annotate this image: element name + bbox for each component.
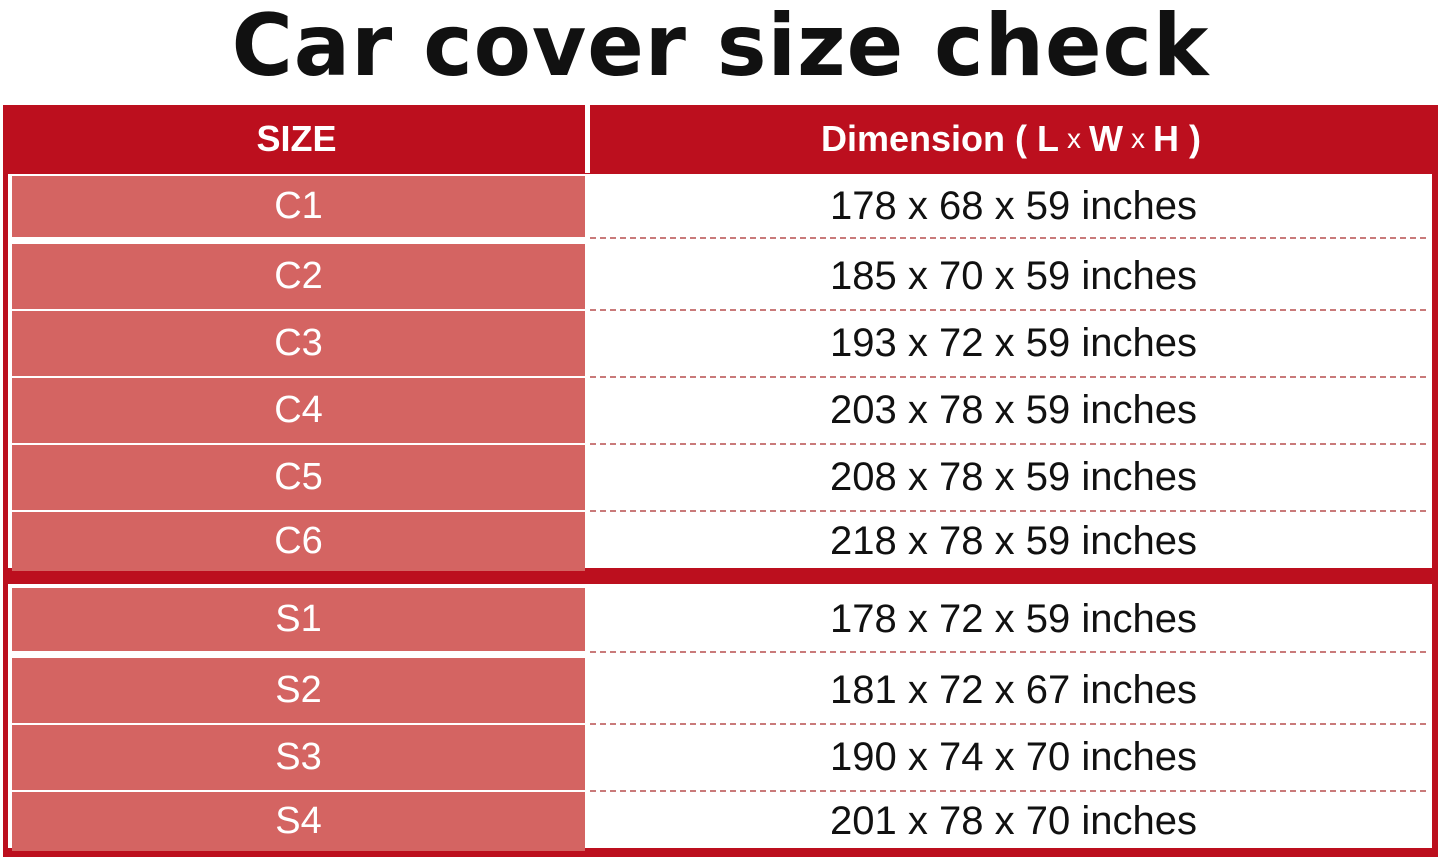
size-cell: C5 — [12, 445, 585, 510]
table-row: C4 203 x 78 x 59 inches — [8, 378, 1432, 445]
table-row: C2 185 x 70 x 59 inches — [8, 244, 1432, 311]
table-row: S2 181 x 72 x 67 inches — [8, 658, 1432, 725]
table-group-s: S1 178 x 72 x 59 inches S2 181 x 72 x 67 … — [8, 584, 1432, 851]
header-x: x — [1067, 123, 1082, 154]
row-divider — [590, 237, 1426, 239]
row-divider — [590, 510, 1426, 512]
table-row: C6 218 x 78 x 59 inches — [8, 512, 1432, 571]
dimension-cell: 190 x 74 x 70 inches — [830, 735, 1197, 779]
table-row: S4 201 x 78 x 70 inches — [8, 792, 1432, 851]
dimension-cell: 178 x 72 x 59 inches — [830, 597, 1197, 641]
header-divider — [585, 105, 590, 173]
size-cell: C1 — [12, 176, 585, 237]
table-row: S3 190 x 74 x 70 inches — [8, 725, 1432, 792]
size-cell: C4 — [12, 378, 585, 443]
table-row: S1 178 x 72 x 59 inches — [8, 588, 1432, 653]
table-row: C5 208 x 78 x 59 inches — [8, 445, 1432, 512]
header-h: H ) — [1153, 118, 1201, 159]
dimension-cell: 203 x 78 x 59 inches — [830, 388, 1197, 432]
header-x: x — [1131, 123, 1145, 154]
size-cell: C3 — [12, 311, 585, 376]
dimension-cell: 201 x 78 x 70 inches — [830, 799, 1197, 843]
dimension-cell: 185 x 70 x 59 inches — [830, 254, 1197, 298]
dimension-cell: 218 x 78 x 59 inches — [830, 519, 1197, 563]
row-divider — [590, 790, 1426, 792]
dimension-cell: 178 x 68 x 59 inches — [830, 184, 1197, 228]
row-divider — [590, 651, 1426, 653]
header-w: W — [1089, 118, 1123, 159]
page-title: Car cover size check — [231, 0, 1210, 96]
row-divider — [590, 376, 1426, 378]
row-divider — [590, 443, 1426, 445]
table-row: C1 178 x 68 x 59 inches — [8, 176, 1432, 239]
dimension-cell: 193 x 72 x 59 inches — [830, 321, 1197, 365]
header-size: SIZE — [256, 118, 337, 159]
row-divider — [590, 309, 1426, 311]
size-cell: S3 — [12, 725, 585, 790]
table-row: C3 193 x 72 x 59 inches — [8, 311, 1432, 378]
dimension-cell: 181 x 72 x 67 inches — [830, 668, 1197, 712]
size-cell: S1 — [12, 588, 585, 651]
table-group-c: C1 178 x 68 x 59 inches C2 185 x 70 x 59 … — [8, 174, 1432, 571]
dimension-cell: 208 x 78 x 59 inches — [830, 455, 1197, 499]
size-cell: C6 — [12, 512, 585, 571]
size-cell: S4 — [12, 792, 585, 851]
size-cell: C2 — [12, 244, 585, 309]
header-l: ( L — [1015, 118, 1060, 159]
header-dimension-label: Dimension — [820, 118, 1006, 159]
size-cell: S2 — [12, 658, 585, 723]
row-divider — [590, 723, 1426, 725]
